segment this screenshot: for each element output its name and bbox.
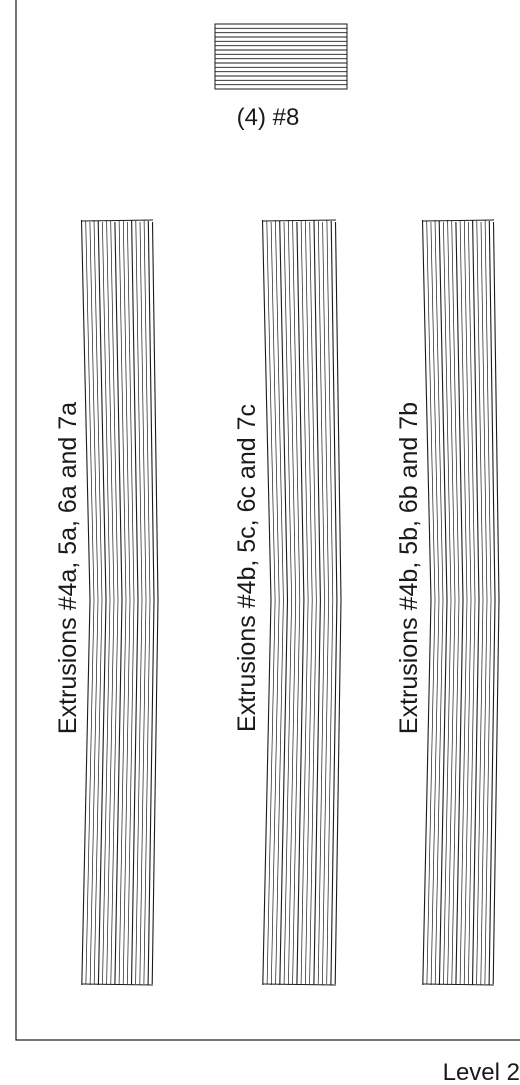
extrusion-profile-line <box>447 219 456 986</box>
extrusion-profile-line <box>313 219 321 986</box>
level-label: Level 2 <box>443 1059 520 1085</box>
extrusion-profile-line <box>151 221 159 985</box>
extrusion-profile-line <box>279 220 289 986</box>
extrusion-profile-line <box>309 221 317 985</box>
extrusion-profile-line <box>476 220 484 985</box>
extrusion-profile-line <box>471 219 480 986</box>
extrusion-end-cap <box>81 219 154 222</box>
extrusion-bundle-3-label: Extrusions #4b, 5b, 6b and 7b <box>395 402 423 734</box>
extrusion-profile-line <box>459 219 468 985</box>
top-stack-label: (4) #8 <box>237 104 300 131</box>
extrusion-profile-line <box>296 221 305 986</box>
extrusion-profile-line <box>421 219 432 986</box>
extrusion-profile-line <box>122 220 131 986</box>
extrusion-profile-line <box>468 221 476 985</box>
extrusion-profile-line <box>451 220 460 985</box>
extrusion-end-cap <box>262 983 337 986</box>
extrusion-profile-line <box>463 220 472 986</box>
extrusion-profile-line <box>430 221 440 986</box>
extrusion-profile-line <box>266 220 276 985</box>
extrusion-profile-line <box>118 219 127 985</box>
extrusion-profile-line <box>300 219 309 985</box>
extrusion-profile-line <box>443 221 452 985</box>
extrusion-profile-line <box>106 219 115 986</box>
extrusion-profile-line <box>488 220 496 986</box>
extrusion-profile-line <box>330 220 338 986</box>
extrusion-bundle-2 <box>261 219 342 986</box>
extrusion-end-cap <box>81 983 154 986</box>
extrusion-profile-line <box>305 220 313 986</box>
extrusion-profile-line <box>480 221 488 986</box>
extrusion-profile-line <box>287 219 297 986</box>
extrusion-profile-line <box>317 220 325 985</box>
top-stack-outline <box>214 23 348 90</box>
extrusion-profile-line <box>114 221 123 986</box>
extrusion-profile-line <box>275 219 284 985</box>
extrusion-end-cap <box>422 219 495 222</box>
extrusion-bundle-1 <box>80 219 159 986</box>
extrusion-profile-line <box>147 220 155 986</box>
extrusion-profile-line <box>270 221 280 986</box>
extrusion-profile-line <box>80 219 91 986</box>
extrusion-profile-line <box>292 220 301 985</box>
extrusion-profile-line <box>89 221 99 986</box>
extrusion-profile-line <box>139 221 147 986</box>
extrusion-bundle-2-label: Extrusions #4b, 5c, 6c and 7c <box>233 404 261 732</box>
extrusion-profile-line <box>326 219 334 985</box>
extrusion-profile-line <box>85 220 95 985</box>
extrusion-profile-line <box>261 219 272 986</box>
extrusion-end-cap <box>422 983 495 986</box>
extrusion-end-cap <box>262 219 337 222</box>
extrusion-profile-line <box>426 220 436 985</box>
extrusion-bundle-1-label: Extrusions #4a, 5a, 6a and 7a <box>54 402 82 734</box>
extrusion-profile-line <box>93 219 103 985</box>
extrusion-profile-line <box>455 221 464 986</box>
sheet-border <box>15 0 520 1041</box>
extrusion-profile-line <box>322 221 329 986</box>
top-stack-profile <box>214 23 348 90</box>
extrusion-profile-line <box>110 220 119 985</box>
extrusion-profile-line <box>143 219 151 985</box>
extrusion-profile-line <box>135 220 143 985</box>
extrusion-profile-line <box>492 221 500 985</box>
extrusion-profile-line <box>102 221 111 985</box>
extrusion-profile-line <box>438 220 448 986</box>
extrusion-profile-line <box>434 219 444 985</box>
top-stack-lines <box>215 27 347 86</box>
extrusion-bundle-3 <box>421 219 500 986</box>
extrusion-profile-line <box>130 219 139 986</box>
extrusion-profile-line <box>334 221 342 985</box>
extrusion-profile-line <box>283 221 292 985</box>
extrusion-profile-line <box>97 220 107 986</box>
extrusion-profile-line <box>127 221 135 985</box>
extrusion-profile-line <box>484 219 492 985</box>
